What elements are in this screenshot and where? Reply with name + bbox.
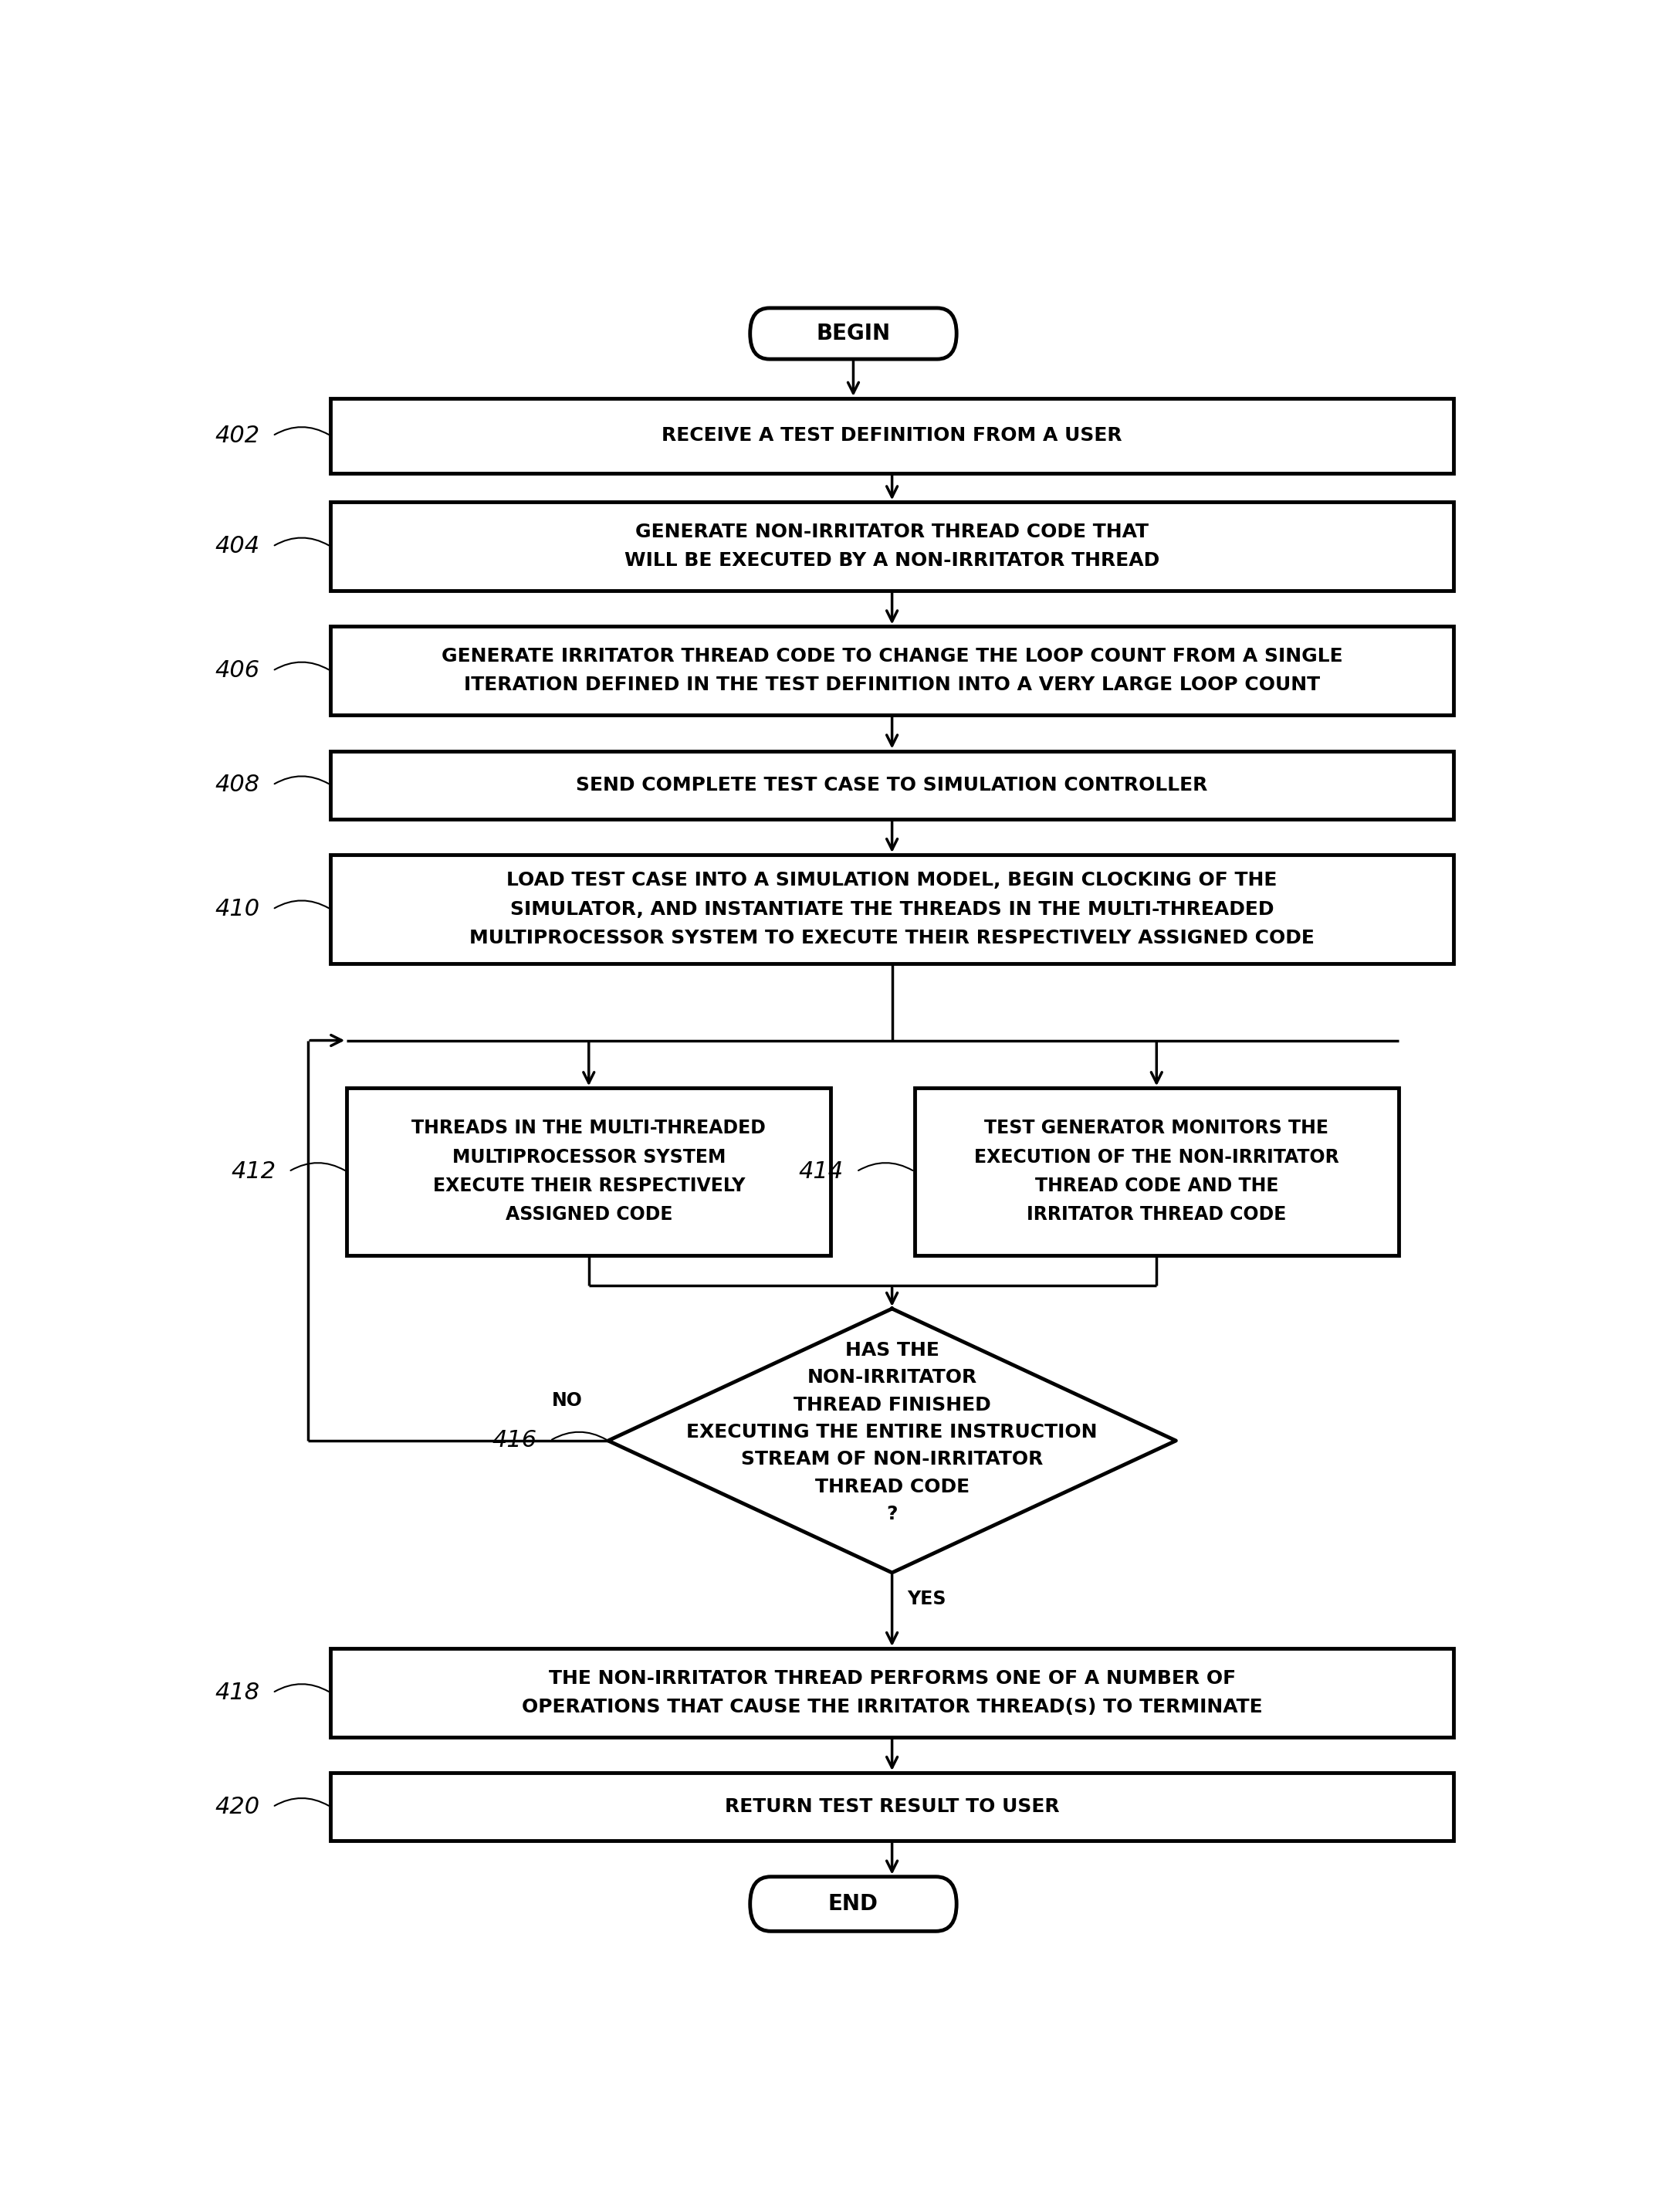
Text: RECEIVE A TEST DEFINITION FROM A USER: RECEIVE A TEST DEFINITION FROM A USER	[661, 427, 1122, 445]
Text: 402: 402	[215, 425, 260, 447]
Text: THE NON-IRRITATOR THREAD PERFORMS ONE OF A NUMBER OF
OPERATIONS THAT CAUSE THE I: THE NON-IRRITATOR THREAD PERFORMS ONE OF…	[521, 1670, 1262, 1717]
Text: SEND COMPLETE TEST CASE TO SIMULATION CONTROLLER: SEND COMPLETE TEST CASE TO SIMULATION CO…	[576, 776, 1207, 794]
Bar	[331, 1648, 1454, 1736]
Text: RETURN TEST RESULT TO USER: RETURN TEST RESULT TO USER	[724, 1798, 1059, 1816]
FancyBboxPatch shape	[749, 1876, 956, 1931]
Bar	[914, 1088, 1399, 1254]
Text: NO: NO	[551, 1391, 583, 1409]
Bar	[331, 750, 1454, 818]
Text: 420: 420	[215, 1796, 260, 1818]
Text: 410: 410	[215, 898, 260, 920]
Text: 414: 414	[799, 1161, 844, 1183]
Bar	[331, 398, 1454, 473]
Text: 412: 412	[231, 1161, 276, 1183]
Polygon shape	[608, 1310, 1175, 1573]
Text: 416: 416	[493, 1429, 538, 1451]
Bar	[331, 854, 1454, 964]
Text: 404: 404	[215, 535, 260, 557]
Bar	[331, 1772, 1454, 1840]
Text: END: END	[828, 1893, 879, 1916]
Text: HAS THE
NON-IRRITATOR
THREAD FINISHED
EXECUTING THE ENTIRE INSTRUCTION
STREAM OF: HAS THE NON-IRRITATOR THREAD FINISHED EX…	[686, 1340, 1097, 1524]
Text: 406: 406	[215, 659, 260, 681]
Text: TEST GENERATOR MONITORS THE
EXECUTION OF THE NON-IRRITATOR
THREAD CODE AND THE
I: TEST GENERATOR MONITORS THE EXECUTION OF…	[974, 1119, 1339, 1223]
Text: 418: 418	[215, 1681, 260, 1703]
Text: GENERATE IRRITATOR THREAD CODE TO CHANGE THE LOOP COUNT FROM A SINGLE
ITERATION : GENERATE IRRITATOR THREAD CODE TO CHANGE…	[441, 648, 1342, 695]
Bar	[346, 1088, 831, 1254]
Bar	[331, 502, 1454, 591]
Text: GENERATE NON-IRRITATOR THREAD CODE THAT
WILL BE EXECUTED BY A NON-IRRITATOR THRE: GENERATE NON-IRRITATOR THREAD CODE THAT …	[624, 522, 1159, 571]
Text: LOAD TEST CASE INTO A SIMULATION MODEL, BEGIN CLOCKING OF THE
SIMULATOR, AND INS: LOAD TEST CASE INTO A SIMULATION MODEL, …	[470, 872, 1315, 947]
Text: THREADS IN THE MULTI-THREADED
MULTIPROCESSOR SYSTEM
EXECUTE THEIR RESPECTIVELY
A: THREADS IN THE MULTI-THREADED MULTIPROCE…	[411, 1119, 766, 1223]
Text: YES: YES	[907, 1590, 946, 1608]
Bar	[331, 626, 1454, 714]
FancyBboxPatch shape	[749, 307, 956, 358]
Text: BEGIN: BEGIN	[816, 323, 891, 345]
Text: 408: 408	[215, 774, 260, 796]
